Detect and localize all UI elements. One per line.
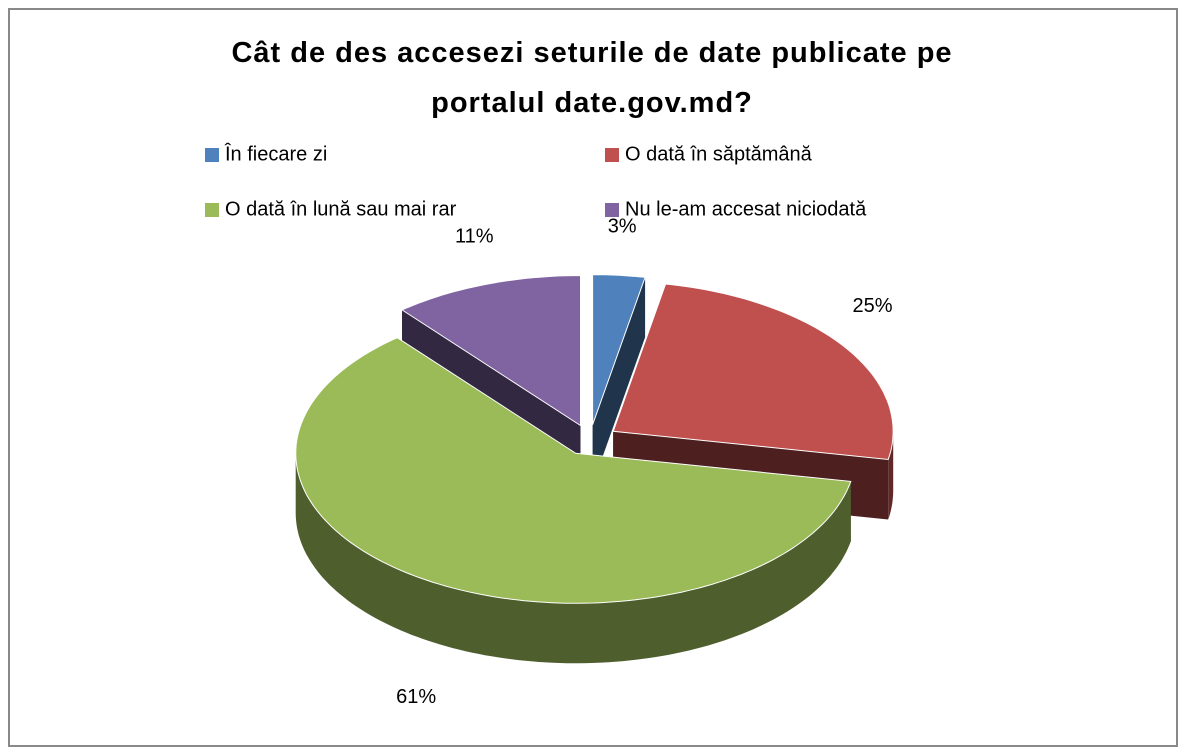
legend-swatch bbox=[205, 148, 219, 162]
value-label: 25% bbox=[853, 295, 893, 317]
slice-side bbox=[592, 277, 646, 485]
legend-label: Nu le-am accesat niciodată bbox=[625, 198, 867, 220]
title-box: Cât de des accesezi seturile de date pub… bbox=[0, 28, 1184, 128]
legend-swatch bbox=[605, 148, 619, 162]
chart-title: Cât de des accesezi seturile de date pub… bbox=[231, 37, 953, 119]
slice bbox=[295, 337, 852, 604]
legend-label: O dată în săptămână bbox=[625, 143, 813, 165]
value-label: 11% bbox=[455, 226, 494, 248]
slice-wall bbox=[295, 453, 851, 664]
slice-wall bbox=[888, 431, 894, 520]
slice bbox=[612, 283, 894, 461]
value-label: 3% bbox=[608, 216, 637, 238]
legend-swatch bbox=[605, 203, 619, 217]
legend-label: În fiecare zi bbox=[224, 142, 327, 165]
value-label: 61% bbox=[396, 686, 436, 708]
slice bbox=[592, 274, 646, 425]
slice bbox=[400, 274, 581, 427]
legend-swatch bbox=[205, 203, 219, 217]
legend-label: O dată în lună sau mai rar bbox=[225, 198, 457, 220]
